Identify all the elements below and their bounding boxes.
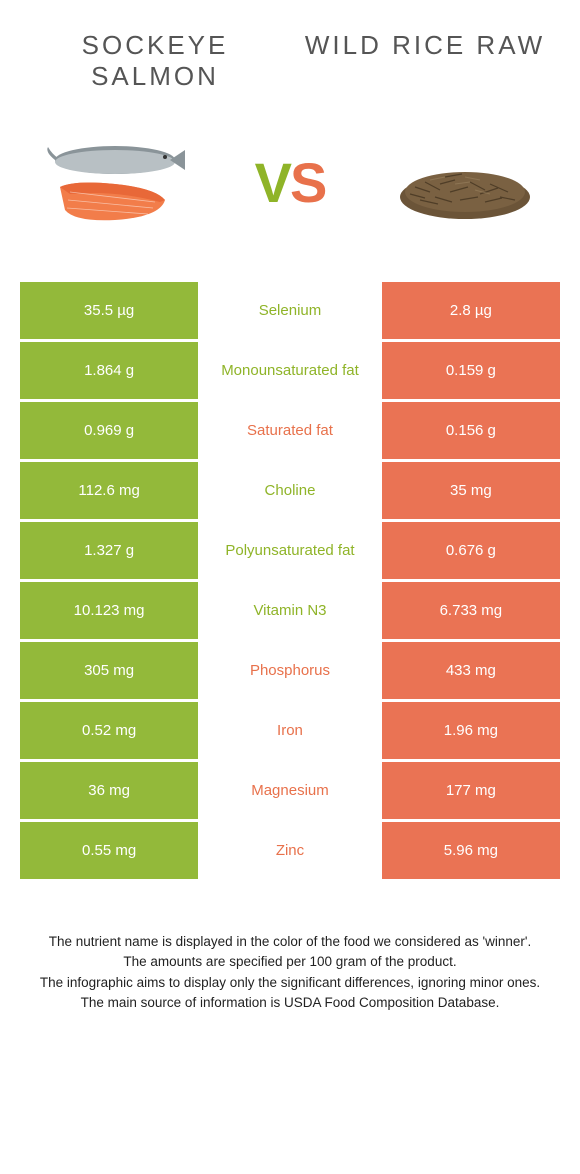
table-row: 0.55 mgZinc5.96 mg [20,822,560,882]
comparison-table: 35.5 µgSelenium2.8 µg1.864 gMonounsatura… [20,282,560,882]
cell-left-value: 0.55 mg [20,822,198,879]
cell-right-value: 35 mg [382,462,560,519]
table-row: 36 mgMagnesium177 mg [20,762,560,822]
cell-right-value: 0.156 g [382,402,560,459]
cell-right-value: 0.159 g [382,342,560,399]
cell-right-value: 2.8 µg [382,282,560,339]
food-title-left: SOCKEYE SALMON [34,30,277,92]
cell-left-value: 112.6 mg [20,462,198,519]
cell-left-value: 1.864 g [20,342,198,399]
header: SOCKEYE SALMON WILD RICE RAW [20,30,560,92]
table-row: 0.52 mgIron1.96 mg [20,702,560,762]
cell-right-value: 1.96 mg [382,702,560,759]
vs-label: VS [255,150,326,215]
cell-left-value: 0.52 mg [20,702,198,759]
vs-section: VS [20,132,560,232]
cell-right-value: 177 mg [382,762,560,819]
cell-left-value: 36 mg [20,762,198,819]
cell-nutrient-name: Phosphorus [198,642,382,699]
table-row: 1.327 gPolyunsaturated fat0.676 g [20,522,560,582]
cell-nutrient-name: Iron [198,702,382,759]
rice-image [390,132,540,232]
footer-line: The nutrient name is displayed in the co… [30,932,550,952]
cell-nutrient-name: Vitamin N3 [198,582,382,639]
table-row: 10.123 mgVitamin N36.733 mg [20,582,560,642]
cell-right-value: 6.733 mg [382,582,560,639]
cell-left-value: 0.969 g [20,402,198,459]
cell-nutrient-name: Zinc [198,822,382,879]
table-row: 305 mgPhosphorus433 mg [20,642,560,702]
cell-right-value: 433 mg [382,642,560,699]
cell-nutrient-name: Selenium [198,282,382,339]
cell-left-value: 1.327 g [20,522,198,579]
cell-nutrient-name: Monounsaturated fat [198,342,382,399]
footer-notes: The nutrient name is displayed in the co… [20,932,560,1013]
cell-left-value: 10.123 mg [20,582,198,639]
cell-nutrient-name: Magnesium [198,762,382,819]
cell-nutrient-name: Saturated fat [198,402,382,459]
table-row: 1.864 gMonounsaturated fat0.159 g [20,342,560,402]
cell-nutrient-name: Polyunsaturated fat [198,522,382,579]
cell-right-value: 0.676 g [382,522,560,579]
table-row: 112.6 mgCholine35 mg [20,462,560,522]
footer-line: The infographic aims to display only the… [30,973,550,993]
cell-left-value: 35.5 µg [20,282,198,339]
cell-left-value: 305 mg [20,642,198,699]
cell-right-value: 5.96 mg [382,822,560,879]
cell-nutrient-name: Choline [198,462,382,519]
footer-line: The amounts are specified per 100 gram o… [30,952,550,972]
food-title-right: WILD RICE RAW [304,30,547,92]
footer-line: The main source of information is USDA F… [30,993,550,1013]
table-row: 35.5 µgSelenium2.8 µg [20,282,560,342]
table-row: 0.969 gSaturated fat0.156 g [20,402,560,462]
salmon-image [40,132,190,232]
